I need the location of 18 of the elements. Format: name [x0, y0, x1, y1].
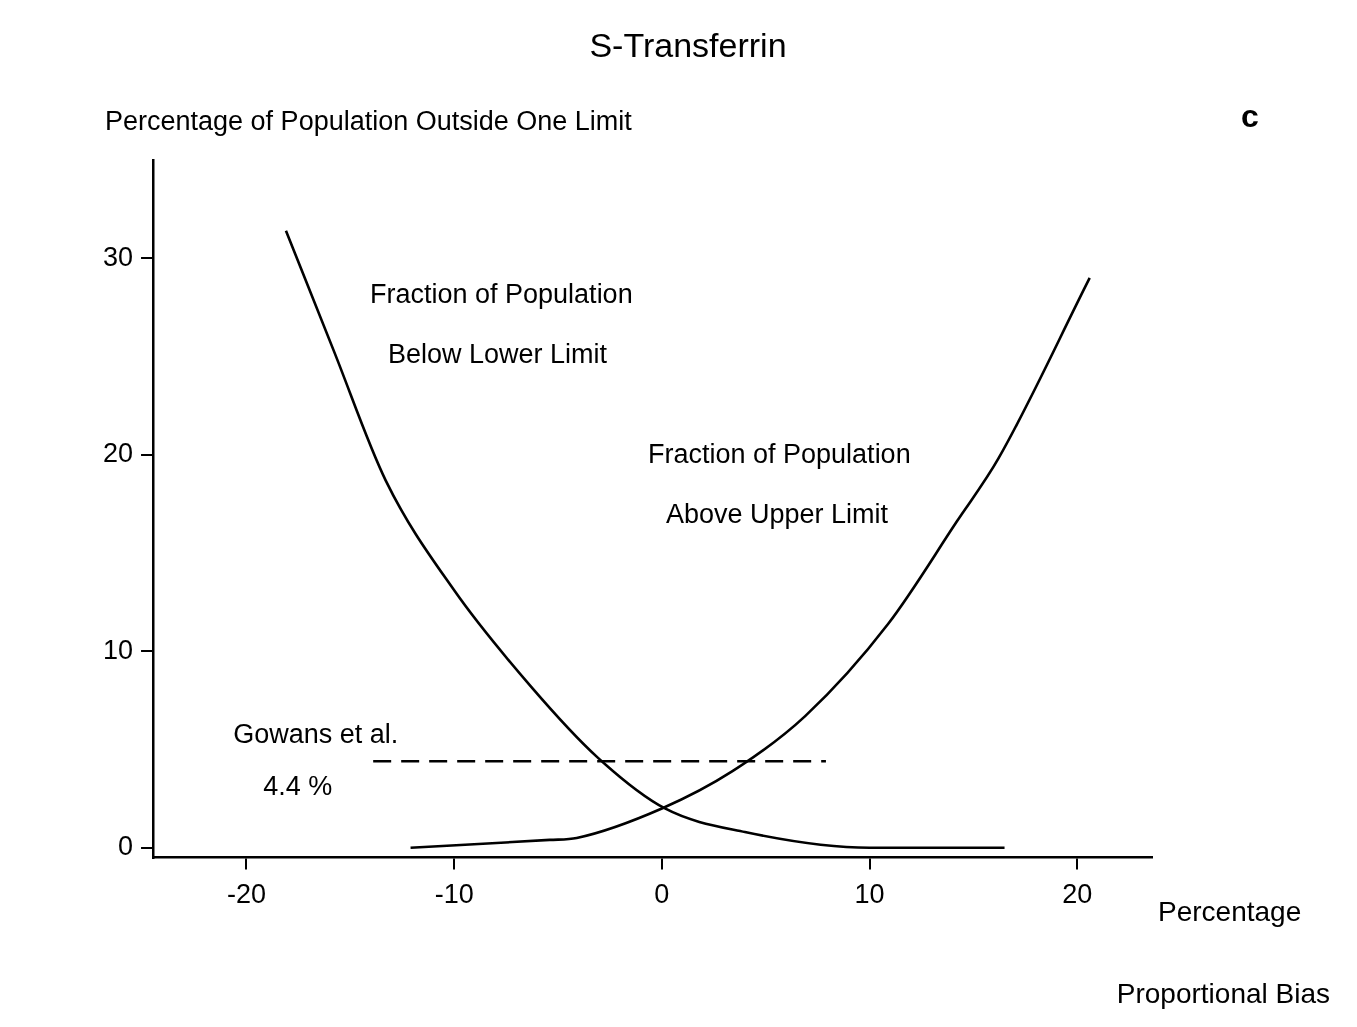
- series-label: Fraction of Population Above Upper Limit: [648, 439, 911, 530]
- x-tick-label: -10: [434, 879, 474, 910]
- text: c: [1241, 97, 1259, 134]
- x-tick-label: 0: [654, 879, 670, 910]
- chart-title: S-Transferrin: [589, 26, 787, 65]
- y-tick-label: 20: [102, 438, 134, 469]
- text: Proportional Bias: [1116, 977, 1330, 1009]
- y-tick-label: 10: [102, 634, 134, 665]
- annotation: Gowans et al.: [233, 718, 399, 749]
- y-axis-title: Percentage of Population Outside One Limit: [105, 106, 633, 137]
- x-axis-title: Percentage: [1158, 895, 1302, 927]
- y-tick-label: 0: [118, 831, 134, 862]
- x-tick-label: 20: [1062, 879, 1093, 910]
- y-tick-label: 30: [102, 241, 134, 272]
- x-tick-label: 10: [854, 879, 885, 910]
- series-label: Fraction of Population Below Lower Limit: [370, 279, 633, 370]
- annotation: 4.4 %: [263, 770, 333, 801]
- x-tick-label: -20: [226, 879, 267, 910]
